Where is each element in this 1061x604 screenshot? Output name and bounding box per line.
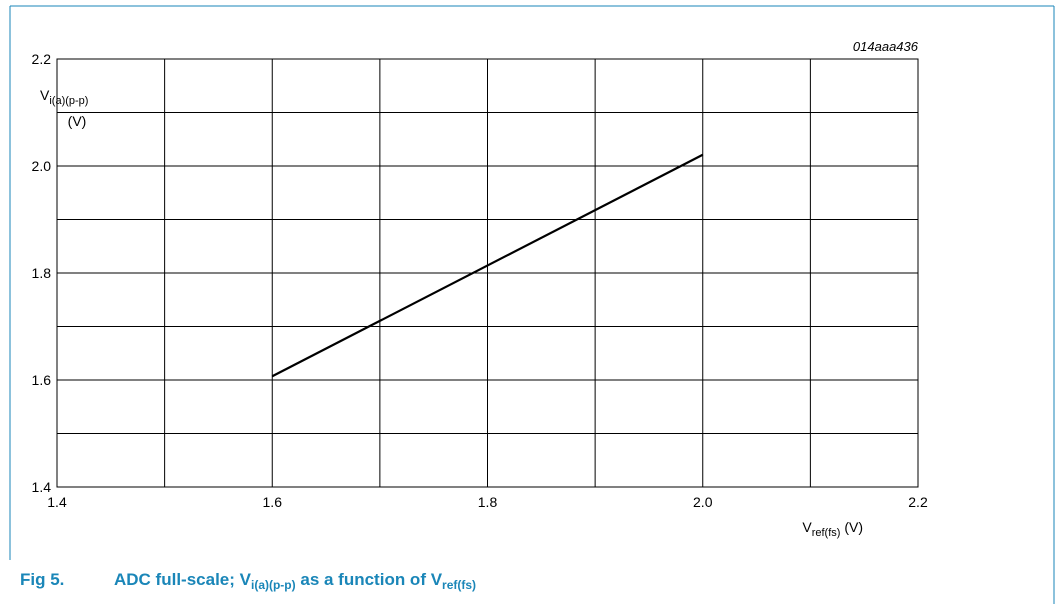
y-tick-label: 1.6 — [32, 372, 52, 388]
caption-sub-2: ref(fs) — [442, 578, 477, 592]
chart: 1.4 1.6 1.8 2.0 2.2 1.4 1.6 1.8 2.0 2.2 Vi(a)(p-p)… — [32, 51, 928, 539]
series-line — [271, 153, 704, 378]
x-tick-label: 1.6 — [263, 494, 283, 510]
y-tick-label: 1.8 — [32, 265, 52, 281]
x-tick-label: 1.8 — [478, 494, 498, 510]
y-axis-label: Vi(a)(p-p) — [40, 87, 88, 107]
y-tick-label: 2.2 — [32, 51, 52, 67]
y-axis-unit: (V) — [68, 113, 87, 129]
figure-code: 014aaa436 — [853, 39, 919, 54]
figure-label: Fig 5. — [20, 570, 65, 589]
x-tick-label: 2.2 — [908, 494, 928, 510]
y-tick-label: 2.0 — [32, 158, 52, 174]
figure-caption: Fig 5. ADC full-scale; Vi(a)(p-p) as a fu… — [20, 570, 476, 592]
x-tick-label: 1.4 — [47, 494, 67, 510]
caption-sub-1: i(a)(p-p) — [250, 578, 296, 592]
plot-area-border — [56, 58, 919, 488]
y-tick-label: 1.4 — [32, 479, 52, 495]
caption-text-1: ADC full-scale; V — [114, 570, 251, 589]
x-tick-label: 2.0 — [693, 494, 713, 510]
x-axis-label: Vref(fs) (V) — [802, 519, 863, 539]
caption-text-2: as a function of V — [295, 570, 443, 589]
